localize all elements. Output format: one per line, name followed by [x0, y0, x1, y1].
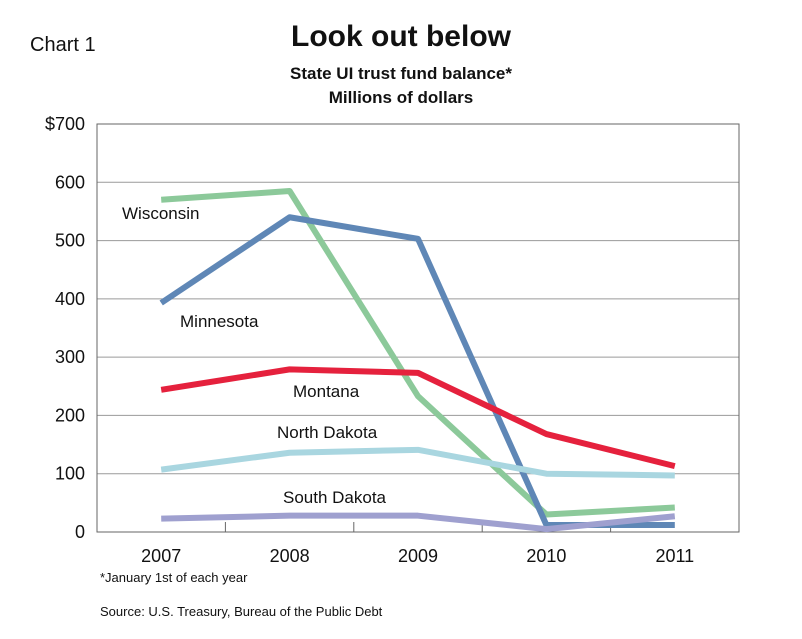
y-tick-label-600: 600: [55, 172, 85, 192]
y-tick-label-0: 0: [75, 522, 85, 542]
x-tick-label-2009: 2009: [398, 546, 438, 566]
x-tick-label-2008: 2008: [270, 546, 310, 566]
y-axis-ticks: 0 100 200 300 400 500 600 $700: [45, 114, 85, 542]
x-axis-ticks: 2007 2008 2009 2010 2011: [141, 522, 694, 566]
chart-units: Millions of dollars: [328, 88, 474, 107]
series-line-north-dakota: [160, 446, 675, 479]
series-line-wisconsin: [160, 188, 675, 518]
series-line-south-dakota: [161, 512, 676, 533]
x-tick-label-2011: 2011: [655, 546, 694, 566]
chart-subtitle: State UI trust fund balance*: [290, 64, 512, 83]
y-tick-label-500: 500: [55, 231, 85, 251]
series-layer: [159, 188, 676, 533]
series-label-layer: Wisconsin Minnesota Montana North Dakota Sou…: [122, 204, 387, 507]
series-label-wisconsin: Wisconsin: [122, 204, 199, 223]
series-label-south-dakota: South Dakota: [283, 488, 387, 507]
series-label-montana: Montana: [293, 382, 360, 401]
chart-number-label: Chart 1: [30, 34, 96, 56]
y-tick-label-700: $700: [45, 114, 85, 134]
x-tick-label-2010: 2010: [526, 546, 566, 566]
series-label-north-dakota: North Dakota: [277, 423, 378, 442]
chart-title: Look out below: [291, 20, 511, 53]
footnote: *January 1st of each year: [100, 570, 248, 585]
y-tick-label-100: 100: [55, 464, 85, 484]
series-line-montana: [160, 366, 676, 470]
y-tick-label-200: 200: [55, 405, 85, 425]
y-tick-label-400: 400: [55, 289, 85, 309]
series-label-minnesota: Minnesota: [180, 312, 259, 331]
plot-frame: [96, 123, 740, 533]
y-tick-label-300: 300: [55, 347, 85, 367]
source-note: Source: U.S. Treasury, Bureau of the Pub…: [100, 604, 383, 619]
x-tick-label-2007: 2007: [141, 546, 181, 566]
